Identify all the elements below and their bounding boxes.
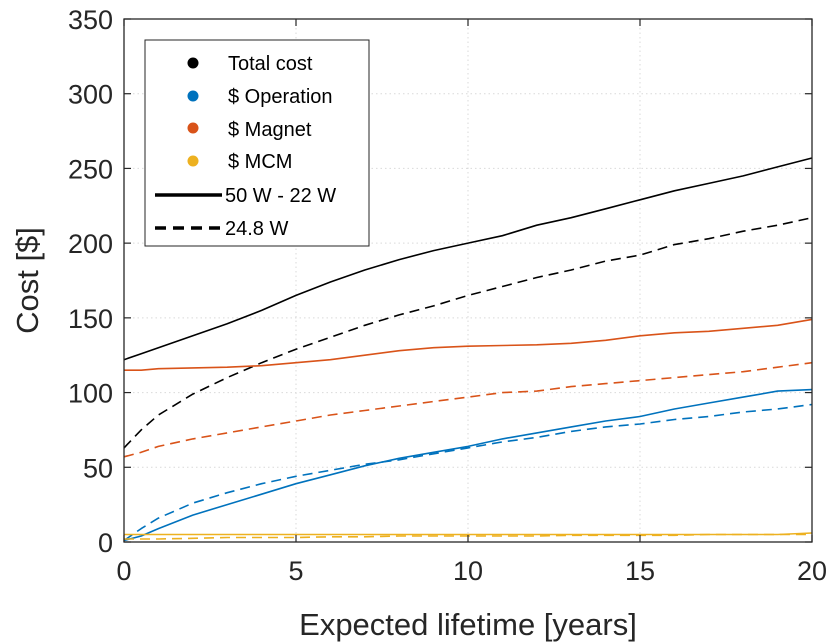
x-tick-label: 10 [453,556,483,586]
legend-label-mcm: $ MCM [228,151,292,173]
legend-label-solid: 50 W - 22 W [225,185,336,207]
series-line-magnet-solid [124,318,813,372]
legend-label-operation: $ Operation [228,86,333,108]
y-tick-label: 100 [68,379,113,409]
y-tick-label: 300 [68,80,113,110]
legend-label-total-cost: Total cost [228,53,313,75]
legend-marker-total-cost [187,57,199,69]
series-lines [123,157,813,542]
x-tick-label: 5 [288,556,303,586]
x-tick-label: 0 [116,556,131,586]
y-tick-label: 50 [83,453,113,483]
legend-label-magnet: $ Magnet [228,119,312,141]
legend-marker-operation [187,90,199,102]
y-tick-label: 250 [68,154,113,184]
x-tick-label: 15 [625,556,655,586]
series-line-magnet-dashed [123,361,813,458]
x-tick-label: 20 [797,556,827,586]
x-axis-title: Expected lifetime [years] [299,607,637,642]
y-tick-label: 200 [68,229,113,259]
y-tick-label: 0 [98,528,113,558]
series-line-operation-solid [123,388,813,542]
y-axis-title: Cost [$] [10,227,45,334]
series-line-operation-dashed [123,403,813,542]
grid [124,19,812,542]
legend-marker-magnet [187,122,199,134]
series-line-total-cost-dashed [123,216,813,449]
series-line-total-cost-solid [123,157,813,361]
legend-box [144,39,370,247]
series-line-mcm-dashed [124,533,812,540]
legend-marker-mcm [187,155,199,167]
axis-ticks [123,18,813,543]
legend: Total cost $ Operation $ Magnet $ MCM 50… [144,39,370,247]
y-tick-label: 350 [68,5,113,35]
legend-label-dashed: 24.8 W [225,218,288,240]
y-tick-label: 150 [68,304,113,334]
